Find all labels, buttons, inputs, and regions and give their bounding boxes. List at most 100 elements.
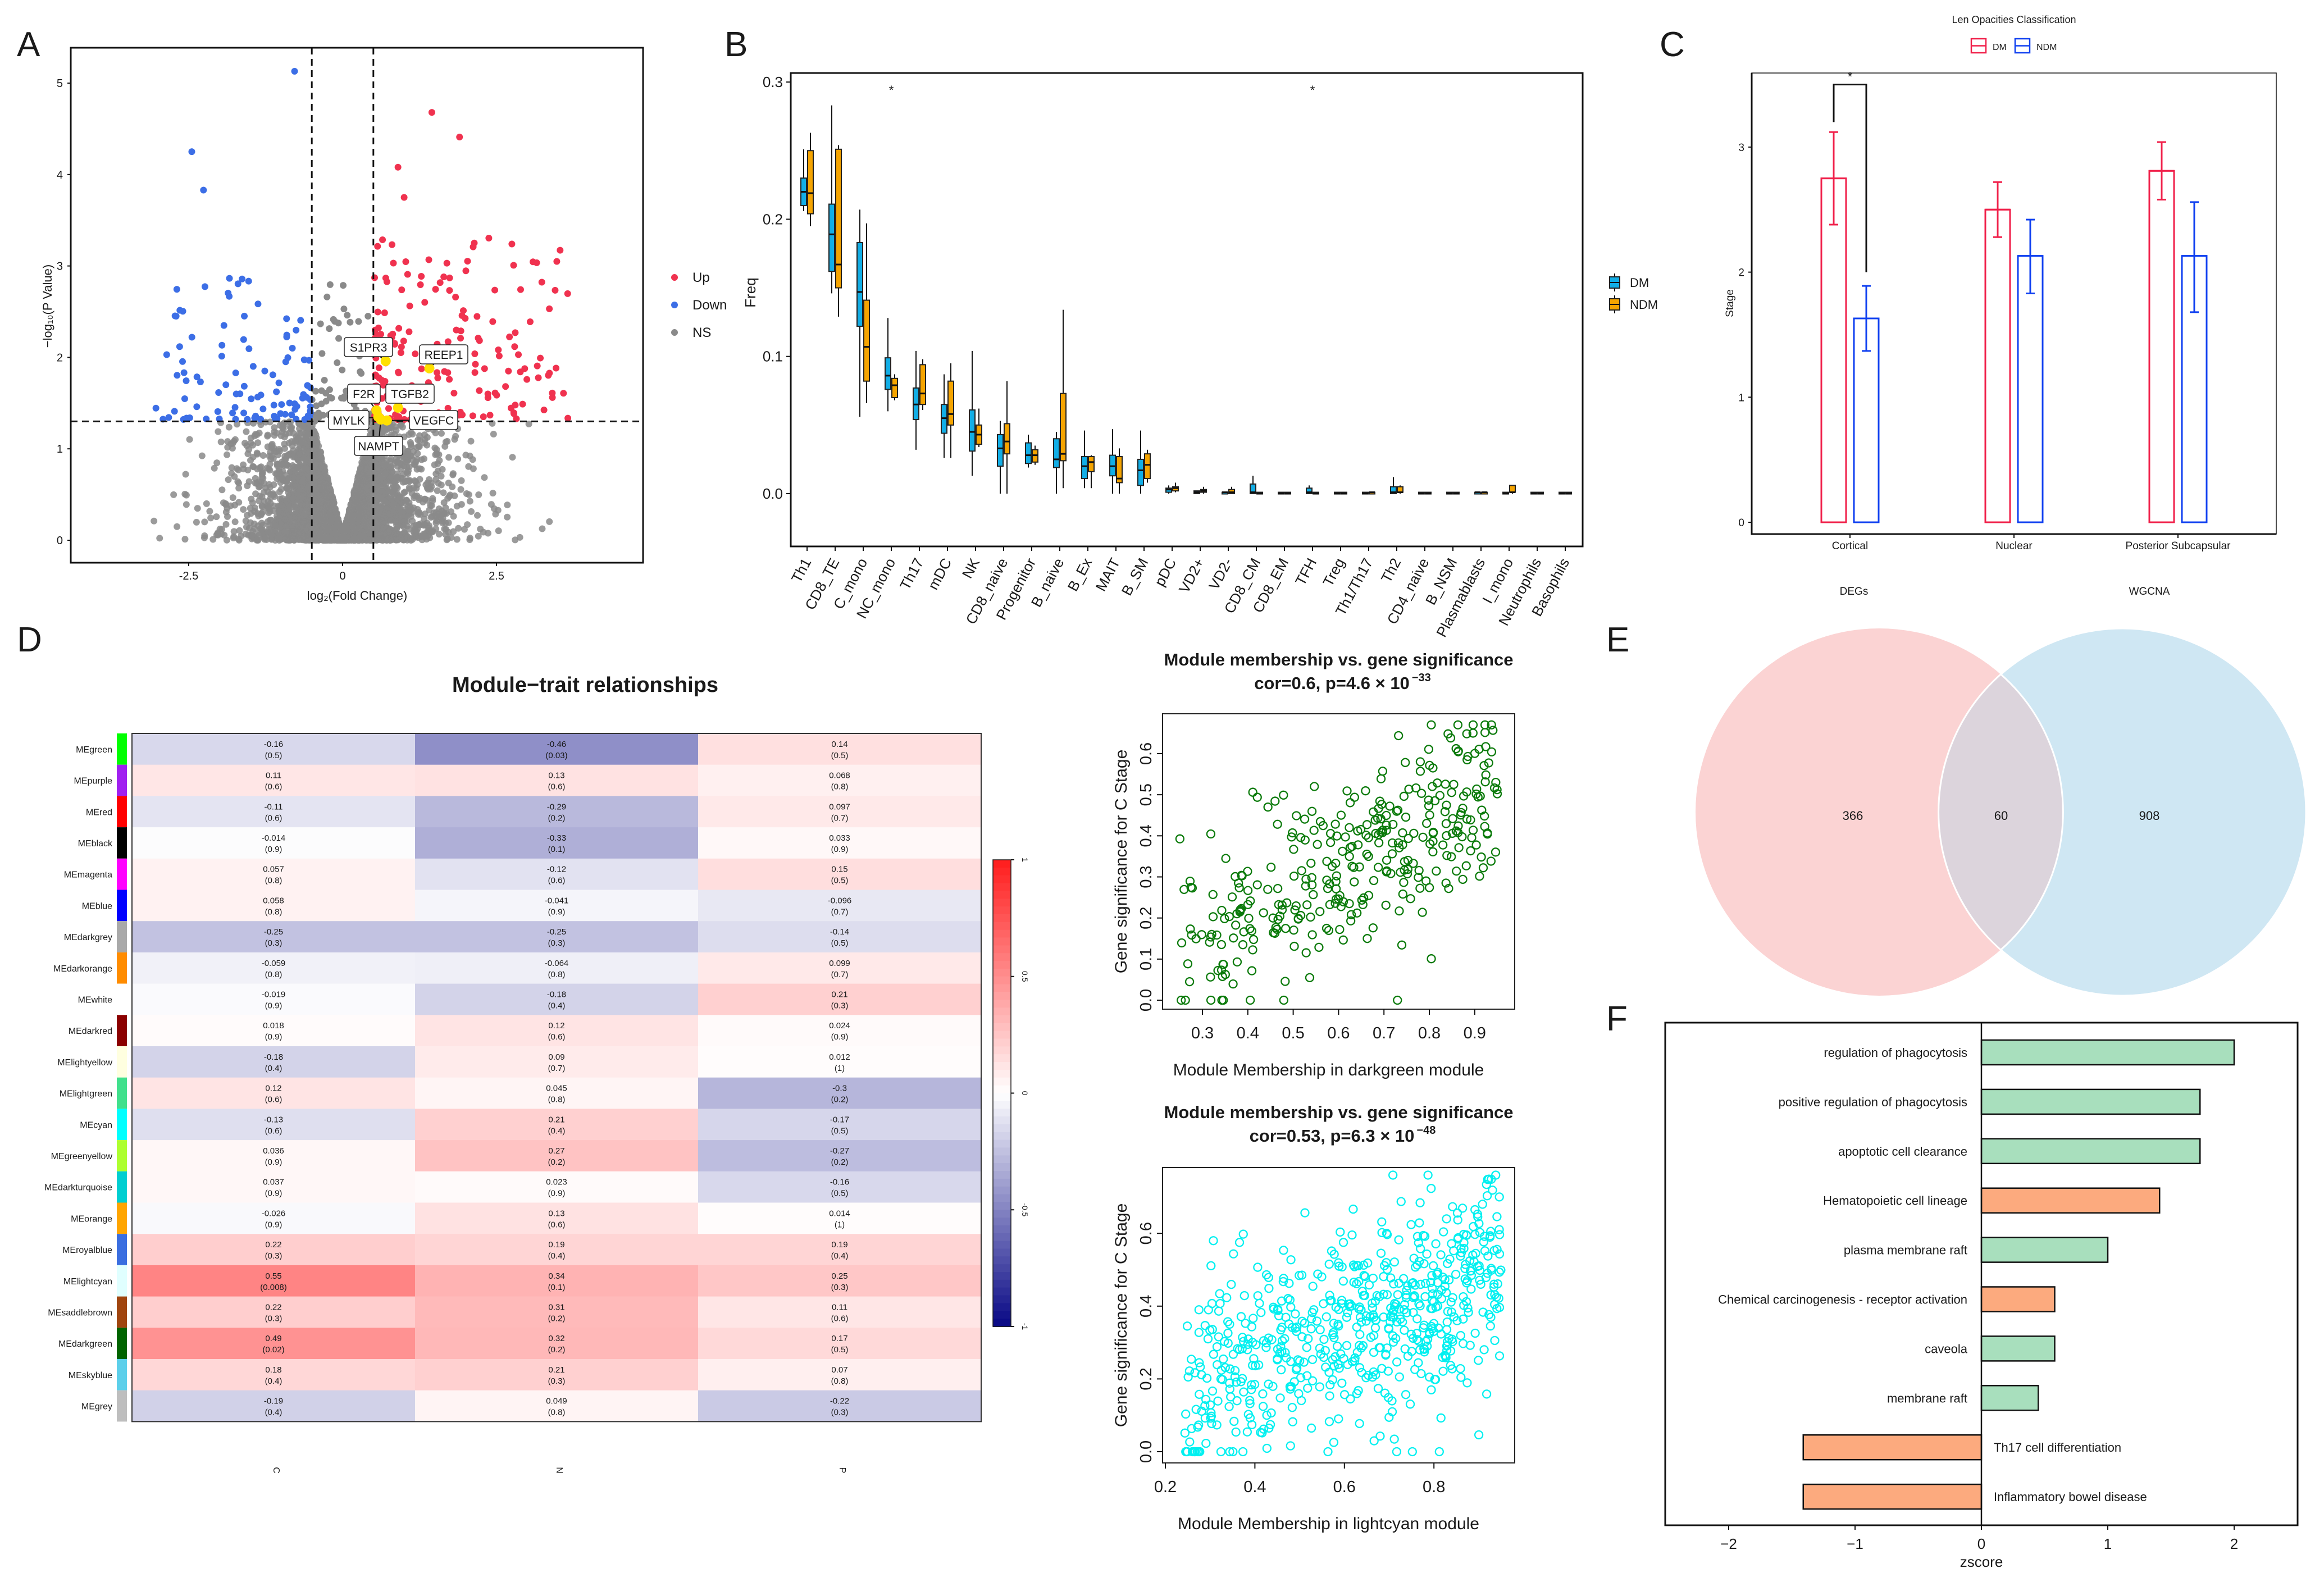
up-point [511,410,518,417]
down-point [179,308,186,315]
down-point [171,312,179,320]
ns-point [317,453,325,460]
ns-point [438,472,445,480]
ns-point [436,457,443,464]
x-tick-label: mDC [924,555,955,592]
ns-point [395,496,402,504]
ns-point [251,508,258,515]
up-point [395,413,403,421]
down-point [270,402,277,409]
up-point [469,412,476,420]
x-tick-label: B_Ex [1064,555,1096,594]
legend-label: NDM [2036,43,2057,52]
ns-point [450,513,457,520]
plot-frame [1751,72,2277,535]
ns-point [285,534,292,541]
ns-point [334,359,341,366]
ns-point [206,508,213,515]
up-point [398,343,405,350]
ns-point [363,522,371,529]
ns-point [450,528,457,535]
module-color-swatch [117,796,127,828]
ns-point [383,498,390,505]
y-axis-label: −log₁₀(P Value) [40,265,54,348]
up-point [495,352,503,359]
down-point [215,389,222,396]
up-point [456,134,463,141]
module-color-swatch [117,827,127,859]
ns-point [465,491,472,498]
ns-point [244,512,251,519]
down-point [200,186,207,194]
box-ndm [1509,485,1516,493]
module-label: MEred [86,808,112,817]
ns-point [416,432,423,439]
x-tick-label: TFH [1292,555,1320,589]
box-ndm [807,150,814,215]
ns-point [348,500,355,508]
ns-point [326,281,334,288]
ns-point [387,455,394,463]
ns-point [358,471,366,478]
significance-star: * [1310,83,1315,97]
ns-point [448,534,455,541]
ns-point [438,430,445,437]
up-point [412,350,419,358]
ns-point [411,493,418,500]
ns-point [215,428,222,435]
down-point [307,407,314,414]
module-label: MEblack [78,839,113,849]
up-point [521,365,528,372]
down-point [254,393,261,400]
axis-lines [1751,73,2276,535]
ns-point [201,518,208,526]
module-color-swatch [117,921,127,952]
up-point [512,329,519,336]
ns-point [445,480,452,487]
up-point [395,370,402,377]
ns-point [272,522,279,530]
down-point [289,345,296,352]
up-point [480,413,487,421]
down-point [173,286,180,293]
module-color-swatch [117,733,127,765]
up-point [526,318,534,326]
down-point [248,395,255,403]
ns-point [271,432,278,439]
ns-point [444,495,452,502]
ns-point [474,512,481,519]
down-point [183,377,190,385]
ns-point [385,536,392,543]
up-point [421,299,429,306]
ns-point [426,527,433,534]
ns-point [186,436,193,443]
ns-point [289,473,297,481]
down-point [241,312,248,320]
ns-point [229,494,236,501]
up-point [519,400,526,408]
down-point [273,388,280,395]
module-label: MEgreen [76,745,112,755]
ns-point [181,536,189,543]
ns-point [416,443,423,450]
down-point [275,379,282,386]
down-point [188,148,195,156]
module-label: MEpurple [74,777,113,786]
ns-point [475,491,482,499]
x-axis-label: log₂(Fold Change) [307,589,408,603]
up-point [371,274,379,281]
down-point [300,391,307,398]
y-tick-label: 1 [1738,392,1744,404]
ns-point [350,535,358,542]
ns-point [256,430,263,437]
ns-point [313,402,320,409]
box-dm [828,203,835,272]
module-color-swatch [117,764,127,796]
ns-point [393,483,400,490]
ns-point [213,513,220,521]
ns-point [326,394,334,401]
ns-point [289,494,297,501]
ns-point [198,452,206,459]
ns-point [320,412,327,419]
ns-point [468,508,475,515]
